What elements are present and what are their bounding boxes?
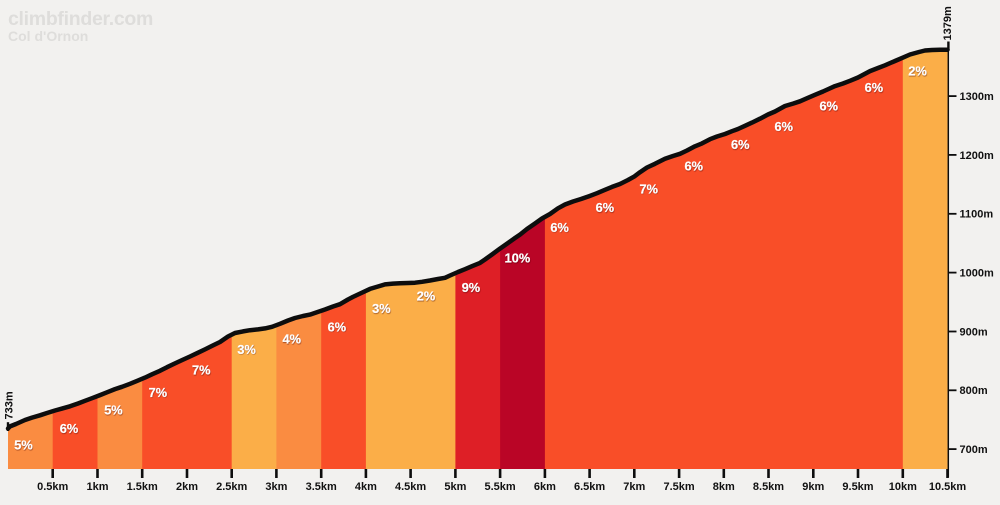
svg-text:6%: 6% (731, 137, 750, 152)
svg-text:5.5km: 5.5km (484, 481, 515, 493)
svg-text:climbfinder.com: climbfinder.com (8, 8, 153, 30)
svg-text:1200m: 1200m (960, 150, 994, 162)
svg-text:2km: 2km (176, 481, 198, 493)
svg-text:7.5km: 7.5km (663, 481, 694, 493)
svg-text:3%: 3% (237, 342, 256, 357)
svg-text:6%: 6% (685, 159, 704, 174)
svg-text:Col d'Ornon: Col d'Ornon (8, 28, 88, 44)
svg-text:10km: 10km (889, 481, 917, 493)
svg-text:900m: 900m (960, 326, 988, 338)
svg-text:700m: 700m (960, 444, 988, 456)
svg-text:0.5km: 0.5km (37, 481, 68, 493)
svg-text:1.5km: 1.5km (127, 481, 158, 493)
svg-text:6%: 6% (775, 119, 794, 134)
svg-text:6%: 6% (820, 99, 839, 114)
svg-text:1100m: 1100m (960, 209, 994, 221)
svg-text:5%: 5% (104, 403, 123, 418)
svg-text:4.5km: 4.5km (395, 481, 426, 493)
svg-text:3.5km: 3.5km (306, 481, 337, 493)
svg-text:4km: 4km (355, 481, 377, 493)
svg-text:800m: 800m (960, 385, 988, 397)
svg-text:733m: 733m (4, 391, 16, 419)
svg-text:1379m: 1379m (942, 6, 954, 40)
svg-text:6.5km: 6.5km (574, 481, 605, 493)
svg-text:7%: 7% (149, 385, 168, 400)
svg-text:7%: 7% (640, 181, 659, 196)
svg-text:7km: 7km (623, 481, 645, 493)
svg-text:9%: 9% (462, 280, 481, 295)
svg-text:4%: 4% (283, 332, 302, 347)
svg-text:5%: 5% (14, 437, 33, 452)
svg-text:8km: 8km (713, 481, 735, 493)
svg-text:1000m: 1000m (960, 268, 994, 280)
svg-text:6%: 6% (328, 319, 347, 334)
svg-text:8.5km: 8.5km (753, 481, 784, 493)
svg-text:1300m: 1300m (960, 91, 994, 103)
svg-text:10.5km: 10.5km (929, 481, 967, 493)
svg-text:2%: 2% (908, 64, 927, 79)
svg-text:9km: 9km (802, 481, 824, 493)
svg-text:6%: 6% (865, 80, 884, 95)
svg-text:6km: 6km (534, 481, 556, 493)
svg-text:2%: 2% (417, 289, 436, 304)
svg-text:6%: 6% (596, 200, 615, 215)
svg-text:3km: 3km (265, 481, 287, 493)
svg-text:2.5km: 2.5km (216, 481, 247, 493)
svg-text:5km: 5km (444, 481, 466, 493)
svg-text:1km: 1km (86, 481, 108, 493)
svg-text:7%: 7% (192, 363, 211, 378)
svg-text:3%: 3% (372, 301, 391, 316)
svg-text:9.5km: 9.5km (842, 481, 873, 493)
svg-text:6%: 6% (60, 421, 79, 436)
svg-text:6%: 6% (550, 220, 569, 235)
svg-text:10%: 10% (505, 251, 531, 266)
